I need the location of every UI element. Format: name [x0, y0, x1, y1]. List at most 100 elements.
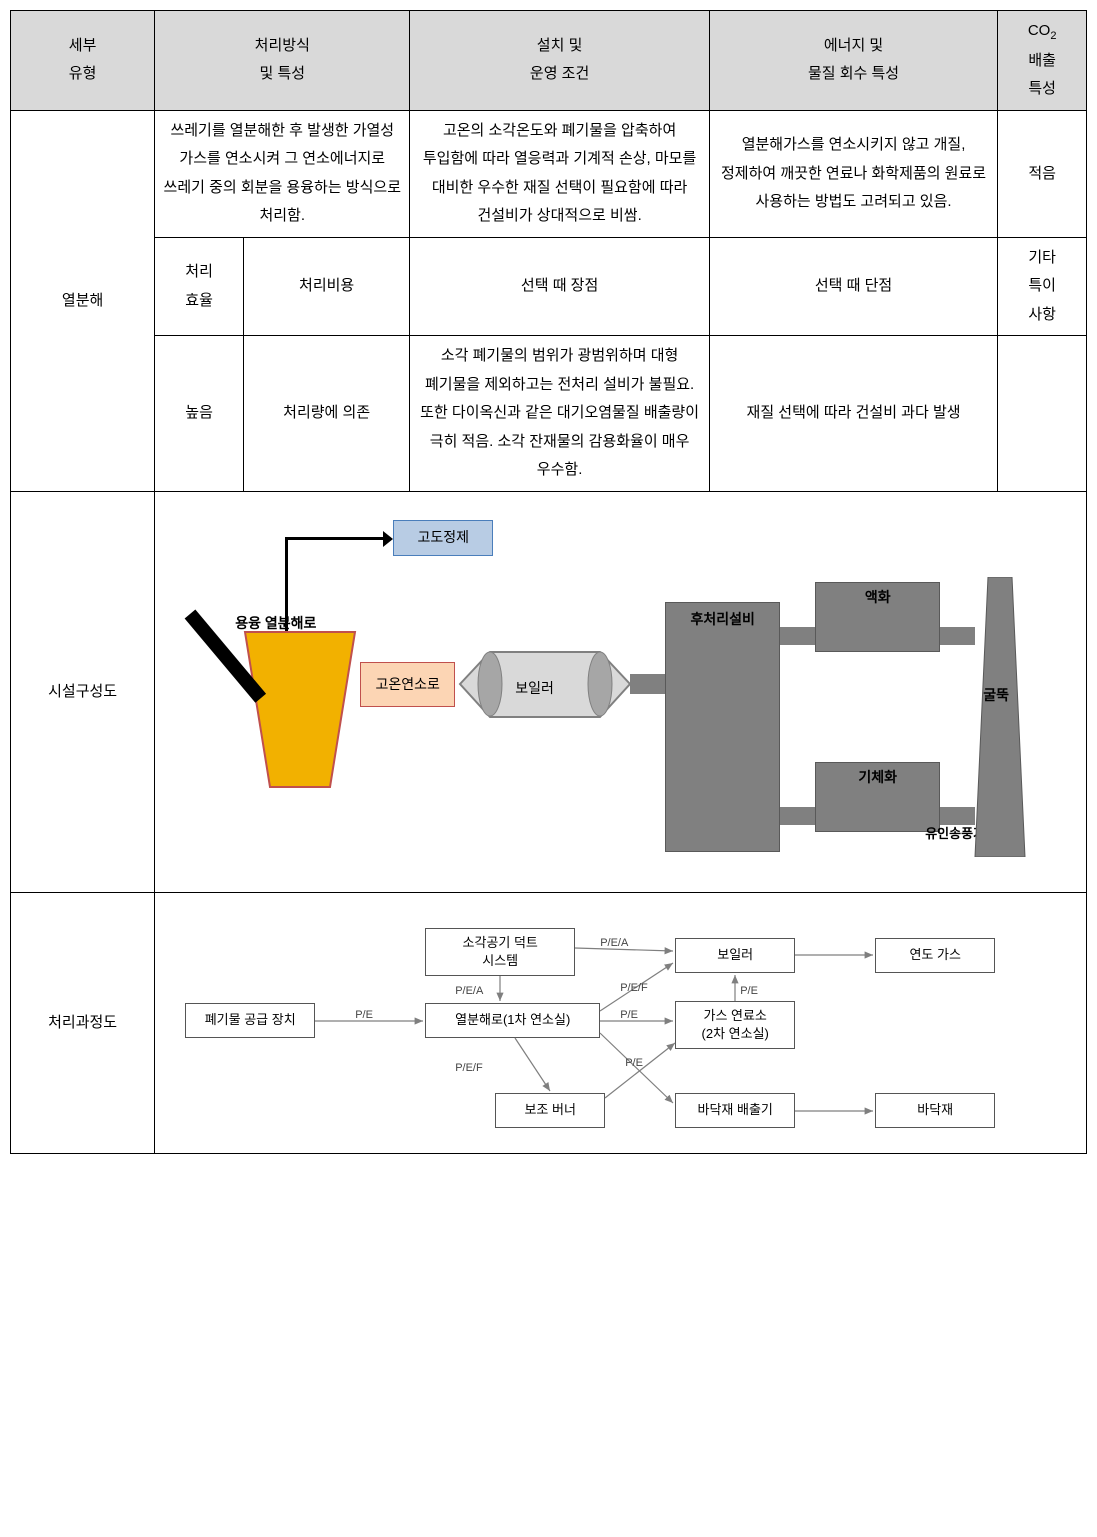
adv-cell: 소각 폐기물의 범위가 광범위하며 대형 폐기물을 제외하고는 전처리 설비가 … [410, 336, 710, 492]
boiler-cap-right-icon [588, 652, 612, 716]
box-gasify: 기체화 [815, 762, 940, 832]
sub-cost-text: 처리비용 [299, 277, 354, 294]
sub-adv-hdr: 선택 때 장점 [410, 237, 710, 336]
dis-cell: 재질 선택에 따라 건설비 과다 발생 [709, 336, 997, 492]
install-text: 고온의 소각온도와 폐기물을 압축하여 투입함에 따라 열응력과 기계적 손상,… [423, 122, 696, 225]
lbl-pe-3: P/E [740, 981, 758, 1002]
pf-feed: 폐기물 공급 장치 [185, 1003, 315, 1038]
pf-boiler-text: 보일러 [717, 946, 753, 964]
advpurify-text: 고도정제 [417, 529, 469, 546]
pyro-trapezoid-icon [245, 632, 355, 787]
box-hightemp: 고온연소로 [360, 662, 455, 707]
method-text: 쓰레기를 열분해한 후 발생한 가열성 가스를 연소시켜 그 연소에너지로 쓰레… [164, 122, 401, 225]
co2-c: 배출특성 [1028, 52, 1056, 98]
pf-fluegas: 연도 가스 [875, 938, 995, 973]
pf-ashout-text: 바닥재 배출기 [698, 1101, 773, 1119]
pf-ashout: 바닥재 배출기 [675, 1093, 795, 1128]
pf-ash-text: 바닥재 [917, 1101, 953, 1119]
co2-a: CO [1028, 22, 1051, 39]
process-label-cell: 처리과정도 [11, 892, 155, 1153]
facility-diagram-cell: 고도정제 용융 열분해로 고온연소로 [155, 491, 1087, 892]
pipe-boiler-post [630, 674, 665, 694]
pf-pyro-text: 열분해로(1차 연소실) [455, 1011, 570, 1029]
sub-eff-hdr: 처리효율 [155, 237, 244, 336]
process-diagram: 폐기물 공급 장치 소각공기 덕트시스템 열분해로(1차 연소실) 보조 버너 … [155, 893, 1086, 1153]
pf-duct-text: 소각공기 덕트시스템 [463, 934, 538, 970]
pyro-furnace-svg [235, 627, 365, 797]
sub-cost-hdr: 처리비용 [243, 237, 409, 336]
etc-cell [998, 336, 1087, 492]
hdr-type-text: 세부유형 [69, 37, 97, 83]
pf-boiler: 보일러 [675, 938, 795, 973]
pf-feed-text: 폐기물 공급 장치 [205, 1011, 296, 1029]
facility-label: 시설구성도 [48, 683, 117, 700]
pf-auxburn: 보조 버너 [495, 1093, 605, 1128]
label-boiler: 보일러 [515, 675, 554, 702]
label-chimney: 굴뚝 [983, 682, 1009, 709]
content-row-2: 높음 처리량에 의존 소각 폐기물의 범위가 광범위하며 대형 폐기물을 제외하… [11, 336, 1087, 492]
pipe-post-liquefy [780, 627, 815, 645]
sub-etc-hdr: 기타특이사항 [998, 237, 1087, 336]
eff-text: 높음 [185, 404, 213, 421]
type-text: 열분해 [62, 292, 103, 309]
lbl-pe-1: P/E [355, 1005, 373, 1026]
lbl-pe-4: P/E [625, 1053, 643, 1074]
chimney-shape-icon [975, 577, 1025, 857]
pf-ash: 바닥재 [875, 1093, 995, 1128]
hdr-energy: 에너지 및물질 회수 특성 [709, 11, 997, 111]
arrow-pyro-auxburn [515, 1038, 550, 1091]
box-liquefy: 액화 [815, 582, 940, 652]
chimney-svg [970, 577, 1030, 857]
boiler-text: 보일러 [515, 680, 554, 696]
hdr-type: 세부유형 [11, 11, 155, 111]
eff-cell: 높음 [155, 336, 244, 492]
hdr-co2: CO2 배출특성 [998, 11, 1087, 111]
pf-gasburn: 가스 연료소(2차 연소실) [675, 1001, 795, 1049]
energy-cell: 열분해가스를 연소시키지 않고 개질, 정제하여 깨끗한 연료나 화학제품의 원… [709, 110, 997, 237]
pipe-post-gasify [780, 807, 815, 825]
gasify-text: 기체화 [858, 769, 897, 786]
cost-cell: 처리량에 의존 [243, 336, 409, 492]
chimney-text: 굴뚝 [983, 687, 1009, 703]
sub-eff-text: 처리효율 [185, 263, 213, 309]
hdr-install-text: 설치 및운영 조건 [530, 37, 589, 83]
lbl-pea-1: P/E/A [455, 981, 483, 1002]
lbl-pef-1: P/E/F [620, 978, 648, 999]
hdr-energy-text: 에너지 및물질 회수 특성 [808, 37, 899, 83]
co2-text: 적음 [1028, 165, 1056, 182]
pf-gasburn-text: 가스 연료소(2차 연소실) [702, 1007, 769, 1043]
line-to-purify [285, 537, 385, 540]
liquefy-text: 액화 [865, 589, 891, 606]
dis-text: 재질 선택에 따라 건설비 과다 발생 [747, 404, 961, 421]
co2-b: 2 [1050, 30, 1056, 42]
subheader-row: 처리효율 처리비용 선택 때 장점 선택 때 단점 기타특이사항 [11, 237, 1087, 336]
pf-pyro: 열분해로(1차 연소실) [425, 1003, 600, 1038]
lbl-pea-2: P/E/A [600, 933, 628, 954]
box-post: 후처리설비 [665, 602, 780, 852]
facility-row: 시설구성도 고도정제 용융 열분해로 [11, 491, 1087, 892]
process-label: 처리과정도 [48, 1014, 117, 1031]
energy-text: 열분해가스를 연소시키지 않고 개질, 정제하여 깨끗한 연료나 화학제품의 원… [721, 136, 986, 210]
install-cell: 고온의 소각온도와 폐기물을 압축하여 투입함에 따라 열응력과 기계적 손상,… [410, 110, 710, 237]
adv-text: 소각 폐기물의 범위가 광범위하며 대형 폐기물을 제외하고는 전처리 설비가 … [420, 347, 699, 478]
hdr-method: 처리방식및 특성 [155, 11, 410, 111]
sub-adv-text: 선택 때 장점 [521, 277, 598, 294]
facility-label-cell: 시설구성도 [11, 491, 155, 892]
process-diagram-cell: 폐기물 공급 장치 소각공기 덕트시스템 열분해로(1차 연소실) 보조 버너 … [155, 892, 1087, 1153]
pf-auxburn-text: 보조 버너 [524, 1101, 575, 1119]
method-cell: 쓰레기를 열분해한 후 발생한 가열성 가스를 연소시켜 그 연소에너지로 쓰레… [155, 110, 410, 237]
pf-fluegas-text: 연도 가스 [909, 946, 960, 964]
lbl-pef-2: P/E/F [455, 1058, 483, 1079]
cost-text: 처리량에 의존 [283, 404, 370, 421]
hdr-install: 설치 및운영 조건 [410, 11, 710, 111]
hdr-method-text: 처리방식및 특성 [255, 37, 310, 83]
sub-dis-hdr: 선택 때 단점 [709, 237, 997, 336]
box-advpurify: 고도정제 [393, 520, 493, 556]
process-row: 처리과정도 폐기물 공급 장치 소각공기 덕트시스템 열분해로(1차 연소실) … [11, 892, 1087, 1153]
post-text: 후처리설비 [691, 611, 755, 628]
boiler-cap-left-icon [478, 652, 502, 716]
hightemp-text: 고온연소로 [376, 676, 440, 693]
header-row: 세부유형 처리방식및 특성 설치 및운영 조건 에너지 및물질 회수 특성 CO… [11, 11, 1087, 111]
type-cell: 열분해 [11, 110, 155, 491]
main-table: 세부유형 처리방식및 특성 설치 및운영 조건 에너지 및물질 회수 특성 CO… [10, 10, 1087, 1154]
